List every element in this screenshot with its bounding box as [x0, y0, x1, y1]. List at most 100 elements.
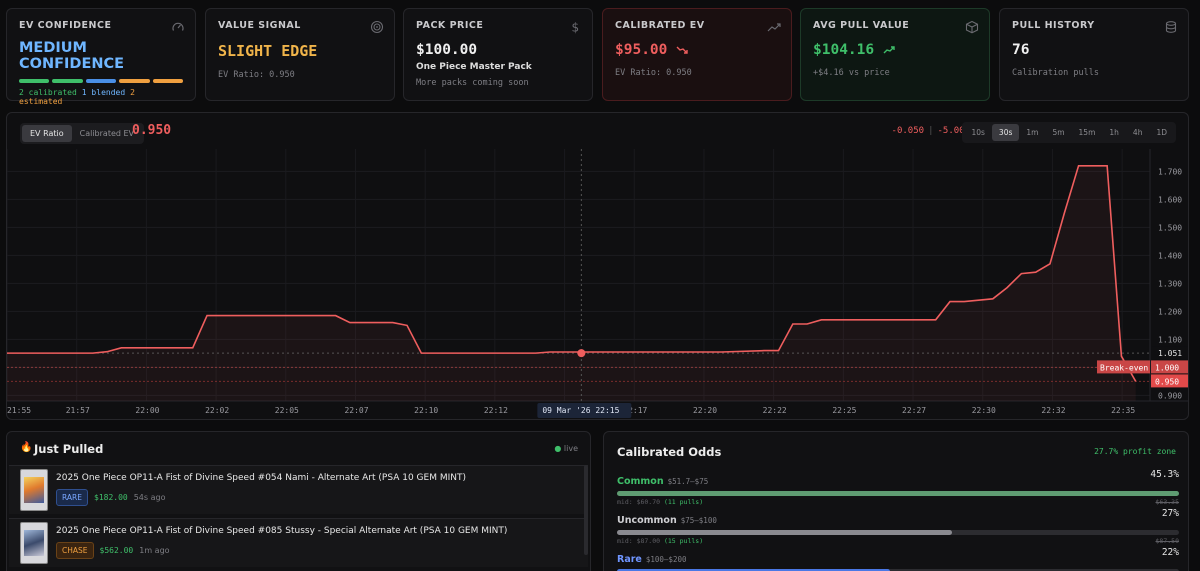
change-abs: -0.050 [891, 126, 925, 136]
live-label: live [563, 444, 578, 453]
y-tick-label: 1.300 [1158, 279, 1182, 288]
ev-ratio-line [7, 164, 1137, 382]
value-signal-value: SLIGHT EDGE [218, 42, 318, 60]
tab-calibrated-ev[interactable]: Calibrated EV [79, 129, 135, 138]
range-5m[interactable]: 5m [1052, 128, 1065, 137]
tier-bar [617, 491, 1179, 496]
pull-item[interactable]: 2025 One Piece OP11-A Fist of Divine Spe… [9, 518, 588, 567]
pull-history-card: PULL HISTORY 76 Calibration pulls [999, 8, 1189, 101]
chart-current-value: 0.950 [132, 123, 172, 138]
crosshair-value-label: 1.051 [1158, 349, 1182, 358]
range-1m[interactable]: 1m [1026, 128, 1039, 137]
tier-bar [617, 530, 1179, 535]
x-tick-label: 22:10 [414, 406, 438, 415]
pull-history-sub: Calibration pulls [1012, 68, 1099, 78]
x-tick-label: 22:05 [275, 406, 299, 415]
tier-pulls: (11 pulls) [663, 498, 704, 506]
x-tick-label: 22:12 [484, 406, 508, 415]
x-tick-label: 21:55 [7, 406, 31, 415]
tier-range: $51.7–$75 [667, 477, 709, 486]
tier-range: $75–$100 [680, 516, 717, 525]
pull-item-meta: RARE $182.00 54s ago [56, 489, 165, 506]
fire-icon: 🔥 [20, 442, 33, 453]
pull-item[interactable]: 2025 One Piece OP11-A Fist of Divine Spe… [9, 465, 588, 514]
confidence-segment-bar [19, 79, 184, 83]
calibrated-ev-label: CALIBRATED EV [615, 20, 705, 31]
dollar-icon: $ [568, 19, 582, 35]
pack-name: One Piece Master Pack [416, 62, 532, 72]
tier-meta: mid: $60.70 (11 pulls) $63.35 [617, 498, 1179, 506]
tier-percent: 22% [1161, 547, 1179, 558]
tier-bar-fill [617, 530, 952, 535]
break-even-value-tag [1151, 360, 1188, 374]
tier-range: $100–$200 [645, 555, 687, 564]
card-thumbnail [20, 469, 48, 511]
range-10s[interactable]: 10s [971, 128, 985, 137]
range-30s[interactable]: 30s [991, 124, 1020, 141]
pull-item-price: $562.00 [99, 546, 134, 555]
tier-bar [617, 569, 1179, 571]
value-signal-card: VALUE SIGNAL SLIGHT EDGE EV Ratio: 0.950 [205, 8, 395, 101]
x-tick-label: 22:20 [693, 406, 717, 415]
chart-mode-toggle: EV Ratio Calibrated EV [20, 123, 145, 144]
blended-count: 1 blended [81, 88, 126, 97]
pull-history-label: PULL HISTORY [1012, 20, 1095, 31]
database-icon [1164, 19, 1178, 33]
change-pct: -5.00% [937, 126, 970, 136]
calibrated-odds-title: Calibrated Odds [617, 445, 722, 459]
pull-item-name: 2025 One Piece OP11-A Fist of Divine Spe… [56, 473, 466, 483]
crosshair-value-bg [1152, 346, 1188, 360]
avg-pull-value: $104.16 [813, 42, 977, 58]
trend-up-icon [767, 19, 781, 33]
svg-text:$: $ [572, 21, 580, 35]
confidence-legend: 2 calibrated 1 blended 2 estimated [19, 88, 183, 106]
box-icon [965, 19, 979, 34]
y-tick-label: 1.100 [1158, 335, 1182, 344]
odds-tier-uncommon: Uncommon $75–$100 27% mid: $87.00 (15 pul… [617, 508, 1179, 545]
x-tick-label: 22:30 [972, 406, 996, 415]
crosshair-time-bg [537, 403, 632, 418]
range-4h[interactable]: 4h [1132, 128, 1143, 137]
y-tick-label: 1.400 [1158, 251, 1182, 260]
rarity-badge: RARE [56, 489, 88, 506]
pull-history-value: 76 [1012, 42, 1030, 58]
tier-right-value: $87.50 [1155, 537, 1179, 545]
range-1h[interactable]: 1h [1109, 128, 1119, 137]
ev-confidence-card: EV CONFIDENCE MEDIUM CONFIDENCE 2 calibr… [6, 8, 196, 106]
ev-confidence-label: EV CONFIDENCE [19, 20, 112, 31]
calibrated-ev-ratio: EV Ratio: 0.950 [615, 68, 692, 78]
tier-bar-fill [617, 569, 891, 571]
calibrated-ev-card: CALIBRATED EV $95.00 EV Ratio: 0.950 [602, 8, 792, 101]
x-tick-label: 22:00 [135, 406, 159, 415]
pull-item-time: 54s ago [133, 493, 166, 502]
y-tick-label: 0.900 [1158, 391, 1182, 400]
tier-name: Common [617, 476, 664, 487]
crosshair-time-label: 09 Mar '26 22:15 [542, 406, 619, 415]
list-scrollbar[interactable] [584, 465, 588, 555]
rarity-badge: CHASE [56, 542, 94, 559]
pack-note: More packs coming soon [416, 78, 529, 88]
range-15m[interactable]: 15m [1078, 128, 1096, 137]
ev-confidence-value: MEDIUM CONFIDENCE [19, 40, 125, 72]
x-tick-label: 22:25 [832, 406, 856, 415]
crosshair-point [577, 349, 586, 358]
tier-mid: mid: $60.70 [617, 498, 661, 506]
calibrated-ev-amount: $95.00 [615, 42, 668, 58]
y-tick-label: 1.200 [1158, 307, 1182, 316]
y-tick-label: 1.700 [1158, 167, 1182, 176]
y-tick-label: 1.500 [1158, 223, 1182, 232]
avg-pull-amount: $104.16 [813, 42, 875, 58]
tab-ev-ratio[interactable]: EV Ratio [22, 125, 72, 142]
x-tick-label: 22:35 [1111, 406, 1135, 415]
pull-item-meta: CHASE $562.00 1m ago [56, 542, 170, 559]
pack-price-label: PACK PRICE [416, 20, 484, 31]
range-1d[interactable]: 1D [1156, 128, 1167, 137]
calibrated-ev-value: $95.00 [615, 42, 779, 58]
ev-ratio-chart[interactable]: 0.900 1.100 1.200 1.300 1.400 1.500 1.600 1.700… [7, 149, 1189, 420]
tier-name: Uncommon [617, 515, 677, 526]
tier-percent: 27% [1161, 508, 1179, 519]
estimated-count: 2 estimated [19, 88, 135, 106]
x-tick-label: 22:02 [205, 406, 229, 415]
tier-right-value: $63.35 [1155, 498, 1179, 506]
trend-up-green-icon [883, 46, 895, 54]
